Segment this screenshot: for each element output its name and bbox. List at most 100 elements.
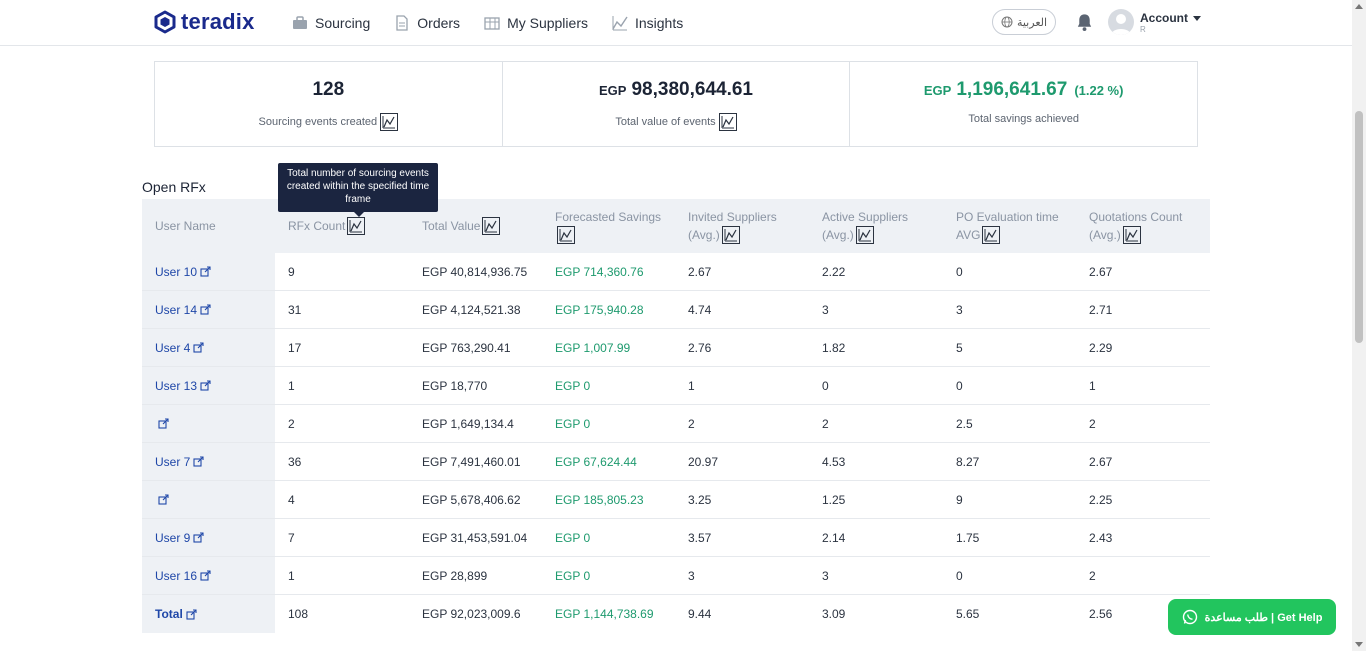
table-cell: 9.44 (688, 607, 712, 621)
trend-chart-icon[interactable] (482, 217, 501, 236)
table-cell: 108 (288, 607, 309, 621)
col-active-suppliers[interactable]: Active Suppliers (Avg.) (809, 199, 943, 253)
external-link-icon (158, 418, 169, 429)
user-name-cell[interactable]: User 13 (142, 367, 275, 404)
user-name: User 10 (155, 264, 198, 279)
col-forecasted-savings[interactable]: Forecasted Savings (542, 199, 675, 253)
nav-my-suppliers[interactable]: My Suppliers (484, 15, 588, 31)
table-cell: 4 (288, 492, 295, 507)
table-cell: 36 (288, 454, 302, 469)
trend-chart-icon[interactable] (718, 113, 737, 131)
open-rfx-table: User Name RFx Count Total Value Forecast… (142, 199, 1210, 633)
trend-chart-icon[interactable] (855, 226, 874, 245)
user-name: User 9 (155, 530, 191, 545)
table-cell: 2.25 (1089, 492, 1113, 507)
table-cell: 2.5 (956, 416, 973, 431)
user-name-cell[interactable]: User 7 (142, 443, 275, 480)
top-header: teradix Sourcing Orders My Suppliers Ins… (0, 0, 1352, 46)
table-cell: EGP 4,124,521.38 (422, 302, 521, 317)
table-cell: 1 (288, 568, 295, 583)
table-row: User 16 1 EGP 28,899 EGP 0 3 3 0 2 (142, 557, 1210, 595)
col-rfx-count[interactable]: RFx Count (275, 199, 409, 253)
table-cell: 3 (822, 302, 829, 317)
savings-label: Total savings achieved (968, 113, 1080, 125)
scroll-down-arrow-icon[interactable] (1355, 642, 1363, 647)
language-toggle[interactable]: العربية (992, 9, 1056, 35)
external-link-icon (200, 304, 211, 315)
col-header-label: RFx Count (288, 218, 346, 233)
get-help-button[interactable]: طلب مساعدة | Get Help (1168, 599, 1336, 635)
table-cell: EGP 31,453,591.04 (422, 530, 528, 545)
account-menu[interactable]: Account R (1140, 11, 1201, 34)
user-link[interactable]: Total (155, 607, 197, 621)
user-name-cell[interactable]: User 4 (142, 329, 275, 366)
trend-chart-icon[interactable] (557, 226, 575, 245)
col-user-name[interactable]: User Name (142, 199, 275, 253)
table-cell: 4.53 (822, 454, 846, 469)
logo-mark-icon (154, 10, 176, 34)
user-name-cell[interactable] (142, 405, 275, 442)
user-link[interactable]: User 13 (155, 379, 211, 393)
table-row: User 9 7 EGP 31,453,591.04 EGP 0 3.57 2.14 1.7… (142, 519, 1210, 557)
user-link[interactable]: User 10 (155, 265, 211, 279)
trend-chart-icon[interactable] (982, 226, 1001, 245)
user-link[interactable]: User 16 (155, 569, 211, 583)
user-link[interactable]: User 14 (155, 303, 211, 317)
avatar[interactable] (1108, 9, 1134, 35)
col-invited-suppliers[interactable]: Invited Suppliers (Avg.) (675, 199, 809, 253)
page-scrollbar[interactable] (1352, 0, 1366, 651)
table-cell: EGP 1,649,134.4 (422, 416, 514, 431)
trend-chart-icon[interactable] (721, 226, 740, 245)
table-cell: 3.57 (688, 530, 712, 545)
user-link[interactable] (155, 418, 169, 429)
user-link[interactable]: User 7 (155, 455, 204, 469)
scroll-up-arrow-icon[interactable] (1355, 4, 1363, 9)
table-cell: 3 (822, 568, 829, 583)
table-row: 2 EGP 1,649,134.4 EGP 0 2 2 2.5 2 (142, 405, 1210, 443)
user-name-cell[interactable]: Total (142, 595, 275, 633)
col-header-label: Invited Suppliers (Avg.) (688, 209, 777, 242)
orders-icon (396, 15, 408, 31)
table-cell: EGP 1,007.99 (555, 340, 631, 355)
trend-chart-icon[interactable] (380, 113, 399, 131)
table-cell: 2.71 (1089, 302, 1113, 317)
table-cell: 1 (688, 378, 695, 393)
user-name-cell[interactable]: User 9 (142, 519, 275, 556)
col-header-label: PO Evaluation time AVG (956, 209, 1059, 242)
nav-insights[interactable]: Insights (612, 15, 683, 31)
stat-events-value: 128 (312, 79, 344, 105)
table-cell: EGP 92,023,009.6 (422, 607, 521, 621)
nav-orders[interactable]: Orders (394, 15, 460, 31)
nav-sourcing[interactable]: Sourcing (292, 15, 370, 31)
col-total-value[interactable]: Total Value (409, 199, 542, 253)
table-cell: 2.67 (1089, 454, 1113, 469)
user-name-cell[interactable] (142, 481, 275, 518)
user-name: User 13 (155, 378, 198, 393)
table-cell: EGP 175,940.28 (555, 302, 644, 317)
stat-total-savings: EGP 1,196,641.67 (1.22 %) Total savings … (850, 62, 1197, 146)
table-row: User 10 9 EGP 40,814,936.75 EGP 714,360.76 2… (142, 253, 1210, 291)
user-name-cell[interactable]: User 14 (142, 291, 275, 328)
table-row: User 4 17 EGP 763,290.41 EGP 1,007.99 2.76 1.… (142, 329, 1210, 367)
table-cell: 20.97 (688, 454, 719, 469)
trend-chart-icon[interactable] (1122, 226, 1141, 245)
events-count: 128 (312, 79, 345, 100)
col-po-evaluation-time[interactable]: PO Evaluation time AVG (943, 199, 1076, 253)
bell-icon[interactable] (1075, 12, 1094, 32)
user-link[interactable]: User 4 (155, 341, 204, 355)
trend-chart-icon[interactable] (347, 217, 366, 236)
col-quotations-count[interactable]: Quotations Count (Avg.) (1076, 199, 1210, 253)
user-name-cell[interactable]: User 16 (142, 557, 275, 594)
tooltip-rfx-count: Total number of sourcing events created … (278, 163, 438, 217)
table-total-row: Total 108 EGP 92,023,009.6 EGP 1,144,738.69… (142, 595, 1210, 633)
table-cell: EGP 714,360.76 (555, 264, 644, 279)
user-name-cell[interactable]: User 10 (142, 253, 275, 290)
user-link[interactable]: User 9 (155, 531, 204, 545)
table-cell: EGP 7,491,460.01 (422, 454, 521, 469)
user-link[interactable] (155, 494, 169, 505)
suppliers-icon (484, 17, 500, 30)
stat-savings-row: EGP 1,196,641.67 (1.22 %) (924, 79, 1124, 105)
scroll-thumb[interactable] (1355, 111, 1363, 343)
table-cell: EGP 0 (555, 416, 591, 431)
teradix-logo[interactable]: teradix (153, 9, 255, 35)
